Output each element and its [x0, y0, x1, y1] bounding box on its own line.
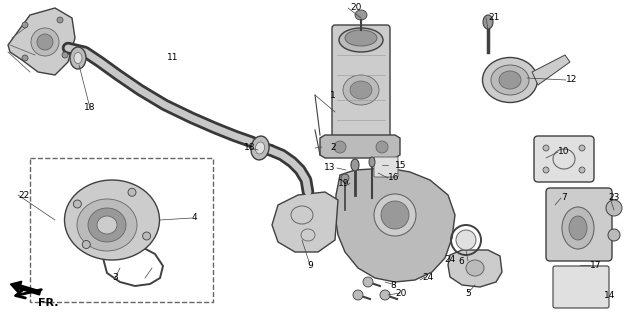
- Ellipse shape: [97, 216, 117, 234]
- Ellipse shape: [355, 10, 367, 20]
- Text: 21: 21: [488, 13, 499, 22]
- Text: 20: 20: [395, 289, 406, 298]
- Circle shape: [57, 17, 63, 23]
- Ellipse shape: [483, 58, 537, 102]
- Circle shape: [82, 241, 90, 249]
- Text: 3: 3: [112, 274, 118, 283]
- Ellipse shape: [77, 199, 137, 251]
- Text: 18: 18: [244, 143, 256, 153]
- Text: 7: 7: [561, 194, 567, 203]
- Ellipse shape: [251, 136, 269, 160]
- FancyArrow shape: [10, 281, 41, 295]
- Circle shape: [142, 232, 151, 240]
- Text: 2: 2: [330, 143, 336, 153]
- Polygon shape: [335, 168, 455, 282]
- Ellipse shape: [483, 15, 493, 29]
- Ellipse shape: [456, 230, 476, 250]
- Text: 23: 23: [608, 194, 619, 203]
- Text: 15: 15: [395, 161, 406, 170]
- Text: 18: 18: [84, 103, 96, 113]
- Ellipse shape: [491, 65, 529, 95]
- Text: 24: 24: [444, 255, 455, 265]
- Ellipse shape: [70, 47, 86, 69]
- Bar: [30, 158, 213, 302]
- Text: 16: 16: [388, 173, 399, 182]
- FancyBboxPatch shape: [332, 25, 390, 149]
- Ellipse shape: [256, 142, 265, 154]
- FancyBboxPatch shape: [553, 266, 609, 308]
- Text: 20: 20: [350, 4, 361, 12]
- Text: 6: 6: [458, 257, 464, 266]
- Polygon shape: [532, 55, 570, 85]
- Ellipse shape: [466, 260, 484, 276]
- Ellipse shape: [562, 207, 594, 249]
- FancyBboxPatch shape: [546, 188, 612, 261]
- Circle shape: [334, 141, 346, 153]
- Text: 24: 24: [422, 273, 433, 282]
- Circle shape: [62, 52, 68, 58]
- FancyBboxPatch shape: [534, 136, 594, 182]
- Text: 10: 10: [558, 148, 569, 156]
- Circle shape: [606, 200, 622, 216]
- Text: 9: 9: [307, 260, 313, 269]
- Circle shape: [363, 277, 373, 287]
- Circle shape: [380, 290, 390, 300]
- Circle shape: [543, 167, 549, 173]
- Circle shape: [22, 22, 28, 28]
- Text: 12: 12: [566, 76, 577, 84]
- Ellipse shape: [351, 159, 359, 171]
- Polygon shape: [448, 250, 502, 287]
- Ellipse shape: [350, 81, 372, 99]
- Text: 14: 14: [604, 291, 616, 300]
- Circle shape: [31, 28, 59, 56]
- Ellipse shape: [499, 71, 521, 89]
- Text: 17: 17: [590, 260, 602, 269]
- Circle shape: [37, 34, 53, 50]
- Circle shape: [73, 200, 81, 208]
- Ellipse shape: [64, 180, 160, 260]
- Circle shape: [543, 145, 549, 151]
- Circle shape: [579, 167, 585, 173]
- Text: 1: 1: [330, 91, 336, 100]
- Text: 8: 8: [390, 281, 396, 290]
- Ellipse shape: [569, 216, 587, 240]
- Ellipse shape: [343, 75, 379, 105]
- Ellipse shape: [374, 194, 416, 236]
- Text: 13: 13: [324, 164, 336, 172]
- Text: 11: 11: [167, 53, 179, 62]
- Ellipse shape: [74, 52, 82, 63]
- Polygon shape: [272, 192, 338, 252]
- Circle shape: [579, 145, 585, 151]
- Circle shape: [353, 290, 363, 300]
- Ellipse shape: [339, 28, 383, 52]
- Ellipse shape: [369, 157, 375, 167]
- Polygon shape: [8, 8, 75, 75]
- Ellipse shape: [345, 30, 377, 46]
- Ellipse shape: [88, 208, 126, 242]
- Text: 22: 22: [18, 190, 29, 199]
- Circle shape: [608, 229, 620, 241]
- Text: 19: 19: [338, 179, 350, 188]
- Circle shape: [341, 174, 349, 182]
- Circle shape: [376, 141, 388, 153]
- Circle shape: [22, 55, 28, 61]
- Circle shape: [128, 188, 136, 196]
- Ellipse shape: [381, 201, 409, 229]
- Polygon shape: [320, 135, 400, 158]
- Text: FR.: FR.: [38, 298, 59, 308]
- Text: 4: 4: [192, 213, 198, 222]
- FancyBboxPatch shape: [374, 157, 398, 177]
- Text: 5: 5: [465, 289, 471, 298]
